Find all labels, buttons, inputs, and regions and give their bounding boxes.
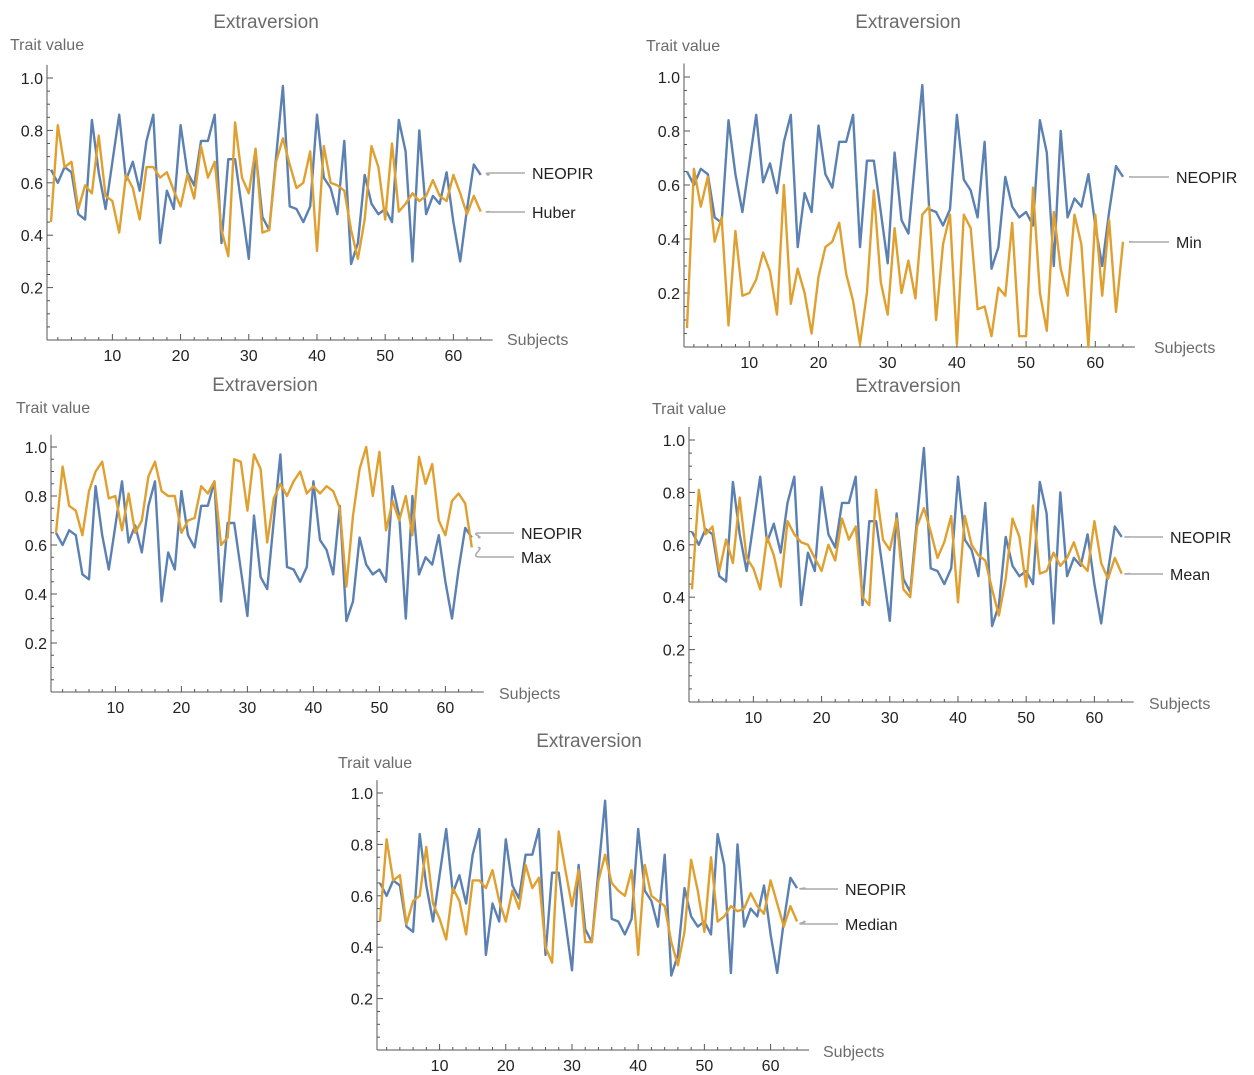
y-tick-label: 0.6: [663, 538, 685, 555]
y-tick-label: 0.6: [658, 178, 680, 195]
x-tick-label: 20: [173, 700, 191, 717]
series-line-min: [685, 167, 1125, 349]
legend-label: Min: [1176, 235, 1202, 252]
x-tick-label: 20: [810, 355, 828, 372]
y-tick-label: 0.8: [25, 489, 47, 506]
x-tick-label: 10: [103, 348, 121, 365]
series-line-max: [54, 445, 473, 588]
x-tick-label: 50: [371, 700, 389, 717]
y-tick-label: 0.8: [351, 837, 373, 854]
x-tick-label: 60: [437, 700, 455, 717]
y-tick-label: 0.2: [658, 286, 680, 303]
x-tick-label: 30: [239, 700, 257, 717]
legend-label: Max: [521, 550, 551, 567]
y-tick-label: 0.6: [21, 176, 43, 193]
legend-label: NEOPIR: [1176, 170, 1237, 187]
series-line-mean: [690, 488, 1123, 617]
y-axis-label: Trait value: [652, 401, 726, 418]
x-tick-label: 10: [744, 710, 762, 727]
y-tick-label: 0.6: [351, 889, 373, 906]
series-line-median: [378, 830, 799, 967]
x-axis-label: Subjects: [1154, 340, 1215, 357]
legend-leader-line: [485, 172, 525, 176]
legend-label: NEOPIR: [521, 526, 582, 543]
x-tick-label: 30: [879, 355, 897, 372]
y-axis-label: Trait value: [10, 37, 84, 54]
legend-label: NEOPIR: [845, 882, 906, 899]
y-axis-label: Trait value: [338, 755, 412, 772]
x-tick-label: 50: [1017, 355, 1035, 372]
x-tick-label: 30: [563, 1058, 581, 1075]
y-tick-label: 1.0: [663, 433, 685, 450]
x-tick-label: 10: [431, 1058, 449, 1075]
y-tick-label: 0.6: [25, 538, 47, 555]
x-tick-label: 40: [948, 355, 966, 372]
legend-leader-line: [799, 920, 838, 925]
y-tick-label: 1.0: [658, 70, 680, 87]
y-tick-label: 0.8: [21, 123, 43, 140]
chart-title: Extraversion: [213, 12, 319, 33]
x-tick-label: 40: [949, 710, 967, 727]
x-tick-label: 50: [1017, 710, 1035, 727]
y-tick-label: 0.2: [663, 643, 685, 660]
y-tick-label: 0.4: [658, 232, 680, 249]
chart-title: Extraversion: [855, 12, 961, 33]
legend-leader-line: [799, 887, 838, 890]
y-tick-label: 0.4: [25, 587, 47, 604]
x-tick-label: 40: [308, 348, 326, 365]
x-axis-label: Subjects: [499, 686, 560, 703]
x-tick-label: 30: [881, 710, 899, 727]
legend-leader-line: [474, 532, 514, 539]
series-line-neopir: [690, 446, 1123, 628]
x-axis-label: Subjects: [507, 332, 568, 349]
y-tick-label: 0.2: [351, 992, 373, 1009]
y-axis-label: Trait value: [16, 400, 90, 417]
legend-leader-line: [474, 546, 514, 558]
x-tick-label: 20: [172, 348, 190, 365]
series-line-neopir: [49, 84, 482, 266]
x-tick-label: 50: [695, 1058, 713, 1075]
y-axis-label: Trait value: [646, 38, 720, 55]
y-tick-label: 0.8: [658, 124, 680, 141]
y-tick-label: 1.0: [21, 71, 43, 88]
x-tick-label: 10: [107, 700, 125, 717]
x-tick-label: 60: [1086, 355, 1104, 372]
x-tick-label: 20: [497, 1058, 515, 1075]
legend-label: NEOPIR: [1170, 530, 1231, 547]
x-tick-label: 30: [240, 348, 258, 365]
y-tick-label: 1.0: [351, 786, 373, 803]
y-tick-label: 1.0: [25, 440, 47, 457]
x-axis-label: Subjects: [1149, 696, 1210, 713]
series-line-neopir: [378, 799, 799, 977]
legend-label: Median: [845, 917, 897, 934]
x-tick-label: 20: [813, 710, 831, 727]
x-tick-label: 50: [376, 348, 394, 365]
legend-label: Huber: [532, 205, 576, 222]
y-tick-label: 0.8: [663, 485, 685, 502]
series-line-huber: [49, 121, 482, 260]
x-tick-label: 10: [740, 355, 758, 372]
y-tick-label: 0.2: [25, 636, 47, 653]
chart-title: Extraversion: [212, 375, 318, 396]
legend-label: Mean: [1170, 567, 1210, 584]
series-line-neopir: [685, 83, 1125, 270]
chart-title: Extraversion: [855, 376, 961, 397]
series-line-neopir: [54, 453, 473, 623]
y-tick-label: 0.4: [351, 940, 373, 957]
x-tick-label: 60: [444, 348, 462, 365]
x-axis-label: Subjects: [823, 1044, 884, 1061]
x-tick-label: 60: [762, 1058, 780, 1075]
legend-label: NEOPIR: [532, 166, 593, 183]
y-tick-label: 0.4: [21, 228, 43, 245]
x-tick-label: 40: [305, 700, 323, 717]
chart-title: Extraversion: [536, 731, 642, 752]
x-tick-label: 60: [1085, 710, 1103, 727]
y-tick-label: 0.2: [21, 281, 43, 298]
x-tick-label: 40: [629, 1058, 647, 1075]
y-tick-label: 0.4: [663, 590, 685, 607]
